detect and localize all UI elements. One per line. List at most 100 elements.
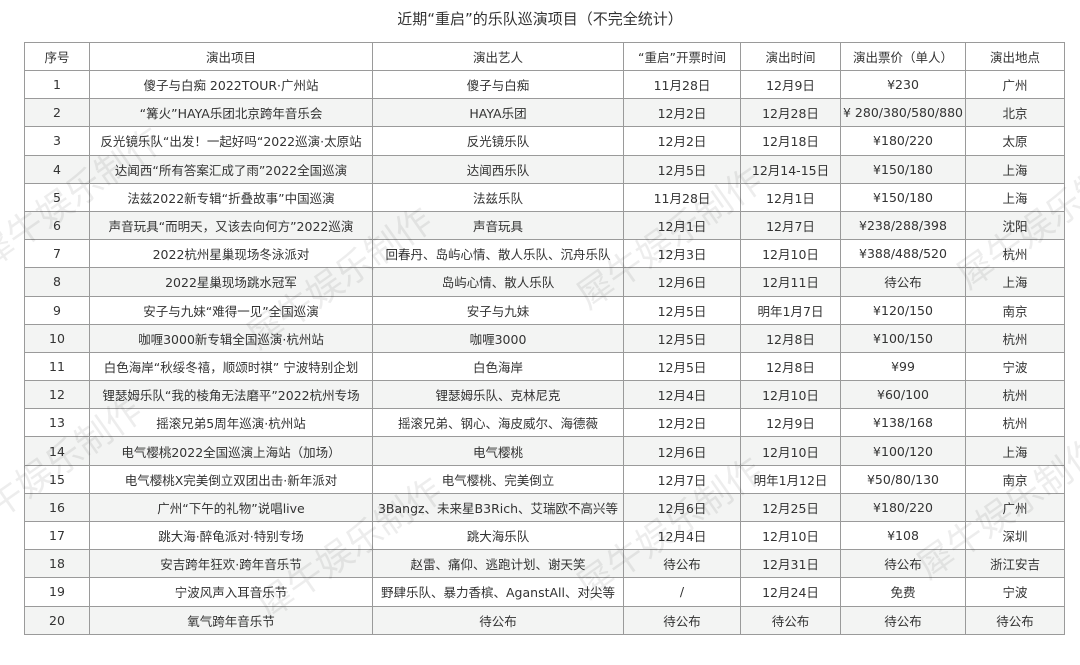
cell-project: 锂瑟姆乐队“我的棱角无法磨平”2022杭州专场 bbox=[89, 380, 373, 410]
cell-index: 14 bbox=[24, 436, 90, 466]
cell-index: 18 bbox=[24, 549, 90, 579]
cell-city: 上海 bbox=[965, 154, 1065, 184]
cell-artist: 反光镜乐队 bbox=[372, 126, 624, 156]
cell-price: ¥108 bbox=[840, 520, 966, 551]
table-row: 4 达闻西“所有答案汇成了雨”2022全国巡演 达闻西乐队 12月5日 12月14-15… bbox=[24, 154, 1065, 184]
cell-artist: 声音玩具 bbox=[372, 210, 624, 241]
cell-price: ¥138/168 bbox=[840, 408, 966, 438]
cell-artist: 赵雷、痛仰、逃跑计划、谢天笑 bbox=[372, 549, 624, 579]
cell-project: 傻子与白痴 2022TOUR·广州站 bbox=[89, 69, 373, 100]
table-row: 3 反光镜乐队“出发！一起好吗“2022巡演·太原站 反光镜乐队 12月2日 12月18… bbox=[24, 126, 1065, 156]
cell-city: 上海 bbox=[965, 182, 1065, 212]
cell-artist: 咖喱3000 bbox=[372, 323, 624, 353]
cell-index: 8 bbox=[24, 267, 90, 297]
table-row: 12 锂瑟姆乐队“我的棱角无法磨平”2022杭州专场 锂瑟姆乐队、克林尼克 12月4日… bbox=[24, 380, 1065, 410]
cell-artist: 白色海岸 bbox=[372, 351, 624, 382]
cell-project: 咖喱3000新专辑全国巡演·杭州站 bbox=[89, 323, 373, 353]
cell-price: ¥100/120 bbox=[840, 436, 966, 466]
cell-city: 北京 bbox=[965, 98, 1065, 128]
tour-table: 序号 演出项目 演出艺人 “重启”开票时间 演出时间 演出票价（单人） 演出地点 1 傻子与白… bbox=[24, 42, 1065, 635]
cell-project: 电气樱桃X完美倒立双团出击·新年派对 bbox=[89, 464, 373, 494]
cell-city: 广州 bbox=[965, 69, 1065, 100]
cell-sale-date: 11月28日 bbox=[623, 69, 741, 100]
cell-project: 白色海岸“秋绥冬禧，顺颂时祺” 宁波特别企划 bbox=[89, 351, 373, 382]
cell-price: ¥ 280/380/580/880 bbox=[840, 98, 966, 128]
cell-price: ¥238/288/398 bbox=[840, 210, 966, 241]
cell-sale-date: 12月6日 bbox=[623, 492, 741, 523]
cell-city: 杭州 bbox=[965, 323, 1065, 353]
cell-sale-date: 12月5日 bbox=[623, 351, 741, 382]
column-header-sale-date: “重启”开票时间 bbox=[623, 42, 741, 71]
cell-show-date: 12月10日 bbox=[740, 436, 841, 466]
cell-sale-date: 12月1日 bbox=[623, 210, 741, 241]
cell-sale-date: 12月2日 bbox=[623, 98, 741, 128]
table-row: 10 咖喱3000新专辑全国巡演·杭州站 咖喱3000 12月5日 12月8日 ¥100/… bbox=[24, 323, 1065, 353]
cell-city: 沈阳 bbox=[965, 210, 1065, 241]
cell-city: 浙江安吉 bbox=[965, 549, 1065, 579]
cell-sale-date: 12月7日 bbox=[623, 464, 741, 494]
table-row: 19 宁波风声入耳音乐节 野肆乐队、暴力香槟、AganstAll、对尖等/12月24… bbox=[24, 577, 1065, 607]
cell-project: 法兹2022新专辑“折叠故事”中国巡演 bbox=[89, 182, 373, 212]
table-title: 近期“重启”的乐队巡演项目（不完全统计） bbox=[397, 10, 683, 28]
cell-project: 声音玩具“而明天，又该去向何方”2022巡演 bbox=[89, 210, 373, 241]
cell-show-date: 12月9日 bbox=[740, 408, 841, 438]
cell-index: 15 bbox=[24, 464, 90, 494]
cell-artist: 法兹乐队 bbox=[372, 182, 624, 212]
cell-sale-date: / bbox=[623, 577, 741, 607]
table-row: 5 法兹2022新专辑“折叠故事”中国巡演 法兹乐队 11月28日 12月1日 ¥150/… bbox=[24, 182, 1065, 212]
cell-sale-date: 12月5日 bbox=[623, 323, 741, 353]
cell-city: 广州 bbox=[965, 492, 1065, 523]
cell-artist: HAYA乐团 bbox=[372, 98, 624, 128]
cell-index: 20 bbox=[24, 605, 90, 635]
table-row: 13 摇滚兄弟5周年巡演·杭州站 摇滚兄弟、钢心、海皮威尔、海德薇 12月2日 12月9… bbox=[24, 408, 1065, 438]
column-header-artist: 演出艺人 bbox=[372, 42, 624, 71]
cell-index: 19 bbox=[24, 577, 90, 607]
cell-price: ¥388/488/520 bbox=[840, 239, 966, 269]
cell-price: 待公布 bbox=[840, 267, 966, 297]
table-row: 18 安吉跨年狂欢·跨年音乐节 赵雷、痛仰、逃跑计划、谢天笑 待公布 12月31日 待公布… bbox=[24, 549, 1065, 579]
column-header-city: 演出地点 bbox=[965, 42, 1065, 71]
cell-show-date: 明年1月7日 bbox=[740, 295, 841, 325]
cell-index: 5 bbox=[24, 182, 90, 212]
cell-index: 12 bbox=[24, 380, 90, 410]
cell-city: 南京 bbox=[965, 295, 1065, 325]
cell-price: ¥99 bbox=[840, 351, 966, 382]
cell-index: 7 bbox=[24, 239, 90, 269]
cell-city: 南京 bbox=[965, 464, 1065, 494]
cell-index: 11 bbox=[24, 351, 90, 382]
cell-sale-date: 待公布 bbox=[623, 549, 741, 579]
cell-index: 9 bbox=[24, 295, 90, 325]
cell-show-date: 12月10日 bbox=[740, 239, 841, 269]
cell-sale-date: 12月4日 bbox=[623, 520, 741, 551]
cell-sale-date: 12月3日 bbox=[623, 239, 741, 269]
cell-sale-date: 12月2日 bbox=[623, 126, 741, 156]
cell-sale-date: 12月2日 bbox=[623, 408, 741, 438]
cell-project: 达闻西“所有答案汇成了雨”2022全国巡演 bbox=[89, 154, 373, 184]
cell-artist: 达闻西乐队 bbox=[372, 154, 624, 184]
cell-price: ¥100/150 bbox=[840, 323, 966, 353]
cell-project: 安子与九妹“难得一见”全国巡演 bbox=[89, 295, 373, 325]
cell-artist: 安子与九妹 bbox=[372, 295, 624, 325]
cell-show-date: 12月14-15日 bbox=[740, 154, 841, 184]
cell-artist: 电气樱桃 bbox=[372, 436, 624, 466]
cell-index: 6 bbox=[24, 210, 90, 241]
cell-artist: 摇滚兄弟、钢心、海皮威尔、海德薇 bbox=[372, 408, 624, 438]
cell-index: 17 bbox=[24, 520, 90, 551]
cell-city: 太原 bbox=[965, 126, 1065, 156]
table-header-row: 序号 演出项目 演出艺人 “重启”开票时间 演出时间 演出票价（单人） 演出地点 bbox=[24, 42, 1065, 71]
table-row: 15 电气樱桃X完美倒立双团出击·新年派对 电气樱桃、完美倒立 12月7日 明年1月12… bbox=[24, 464, 1065, 494]
cell-city: 杭州 bbox=[965, 408, 1065, 438]
cell-artist: 跳大海乐队 bbox=[372, 520, 624, 551]
cell-index: 4 bbox=[24, 154, 90, 184]
cell-sale-date: 待公布 bbox=[623, 605, 741, 635]
cell-index: 10 bbox=[24, 323, 90, 353]
table-row: 8 2022星巢现场跳水冠军 岛屿心情、散人乐队 12月6日 12月11日 待公布 上海 bbox=[24, 267, 1065, 297]
cell-artist: 回春丹、岛屿心情、散人乐队、沉舟乐队 bbox=[372, 239, 624, 269]
cell-artist: 3Bangz、未来星B3Rich、艾瑞欧不高兴等 bbox=[372, 492, 624, 523]
cell-show-date: 12月25日 bbox=[740, 492, 841, 523]
cell-sale-date: 12月6日 bbox=[623, 267, 741, 297]
cell-project: 电气樱桃2022全国巡演上海站（加场） bbox=[89, 436, 373, 466]
cell-city: 上海 bbox=[965, 267, 1065, 297]
cell-sale-date: 12月4日 bbox=[623, 380, 741, 410]
cell-project: 氧气跨年音乐节 bbox=[89, 605, 373, 635]
